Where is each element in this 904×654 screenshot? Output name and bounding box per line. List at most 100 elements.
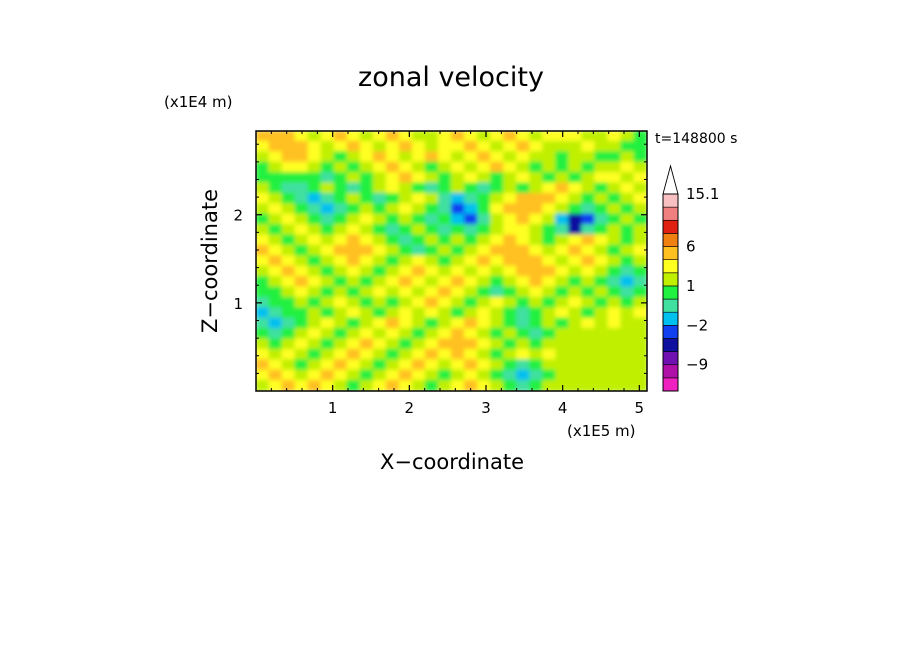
- field-cell: [594, 203, 609, 215]
- field-cell: [490, 338, 505, 350]
- field-cell: [411, 244, 426, 257]
- field-cell: [581, 338, 596, 350]
- field-cell: [333, 369, 348, 382]
- field-cell: [294, 244, 309, 257]
- field-cell: [529, 140, 544, 153]
- field-cell: [437, 265, 452, 278]
- field-cell: [437, 369, 452, 382]
- field-cell: [372, 338, 387, 350]
- field-cell: [503, 276, 518, 288]
- field-cell: [294, 359, 309, 371]
- field-cell: [503, 234, 518, 246]
- field-cell: [581, 369, 596, 382]
- field-cell: [529, 182, 544, 194]
- field-cell: [294, 369, 309, 382]
- field-cell: [542, 328, 557, 340]
- field-cell: [490, 255, 505, 267]
- field-cell: [294, 151, 309, 163]
- field-cell: [320, 203, 335, 215]
- field-cell: [607, 296, 622, 309]
- field-cell: [359, 265, 374, 278]
- field-cell: [256, 255, 270, 267]
- field-cell: [320, 182, 335, 194]
- field-cell: [633, 380, 647, 391]
- field-cell: [594, 172, 609, 184]
- field-cell: [607, 276, 622, 288]
- field-cell: [477, 172, 492, 184]
- field-cell: [346, 131, 361, 142]
- field-cell: [503, 161, 518, 174]
- field-cell: [607, 265, 622, 278]
- field-cell: [555, 224, 570, 236]
- field-cell: [424, 234, 439, 246]
- field-cell: [451, 369, 466, 382]
- field-cell: [490, 286, 505, 298]
- field-cell: [346, 151, 361, 163]
- colorbar-swatch: [662, 338, 679, 352]
- field-cell: [268, 296, 283, 309]
- field-cell: [620, 380, 635, 391]
- field-cell: [411, 131, 426, 142]
- field-cell: [503, 359, 518, 371]
- field-cell: [620, 276, 635, 288]
- field-cell: [633, 265, 647, 278]
- field-cell: [372, 161, 387, 174]
- field-cell: [542, 224, 557, 236]
- field-cell: [256, 224, 270, 236]
- field-cell: [437, 276, 452, 288]
- axis-ticks: 1 2 3 4 5 1 2: [233, 131, 647, 417]
- field-cell: [633, 131, 647, 142]
- field-cell: [398, 338, 413, 350]
- field-cell: [333, 380, 348, 391]
- field-cell: [398, 328, 413, 340]
- field-cell: [503, 307, 518, 319]
- field-cell: [411, 328, 426, 340]
- field-cell: [333, 192, 348, 205]
- field-cell: [451, 307, 466, 319]
- field-cell: [529, 338, 544, 350]
- field-cell: [503, 265, 518, 278]
- field-cell: [464, 317, 479, 330]
- field-cell: [568, 359, 583, 371]
- field-cell: [633, 348, 647, 361]
- field-cell: [555, 276, 570, 288]
- field-cell: [346, 338, 361, 350]
- field-cell: [411, 151, 426, 163]
- field-cell: [372, 131, 387, 142]
- field-cell: [268, 172, 283, 184]
- field-cell: [281, 151, 296, 163]
- field-cell: [620, 140, 635, 153]
- colorbar-swatch: [662, 219, 679, 234]
- field-cell: [503, 244, 518, 257]
- y-units-label: (x1E4 m): [164, 93, 233, 111]
- field-cell: [464, 224, 479, 236]
- field-cell: [503, 131, 518, 142]
- field-cell: [464, 131, 479, 142]
- colorbar-label: 6: [686, 238, 696, 256]
- field-cell: [594, 213, 609, 226]
- field-cell: [542, 213, 557, 226]
- field-cell: [320, 172, 335, 184]
- field-cell: [581, 255, 596, 267]
- field-cell: [568, 317, 583, 330]
- field-cell: [581, 203, 596, 215]
- field-cell: [256, 317, 270, 330]
- field-cell: [333, 151, 348, 163]
- field-cell: [268, 265, 283, 278]
- field-cell: [268, 151, 283, 163]
- field-cell: [320, 224, 335, 236]
- field-cell: [346, 317, 361, 330]
- field-cell: [607, 131, 622, 142]
- field-cell: [568, 213, 583, 226]
- field-cell: [529, 161, 544, 174]
- field-cell: [516, 286, 531, 298]
- field-cell: [490, 328, 505, 340]
- field-cell: [594, 348, 609, 361]
- field-cell: [620, 328, 635, 340]
- field-cell: [333, 182, 348, 194]
- field-cell: [424, 369, 439, 382]
- field-cell: [346, 359, 361, 371]
- y-tick-label: 2: [233, 207, 243, 225]
- field-cell: [568, 338, 583, 350]
- field-cell: [385, 203, 400, 215]
